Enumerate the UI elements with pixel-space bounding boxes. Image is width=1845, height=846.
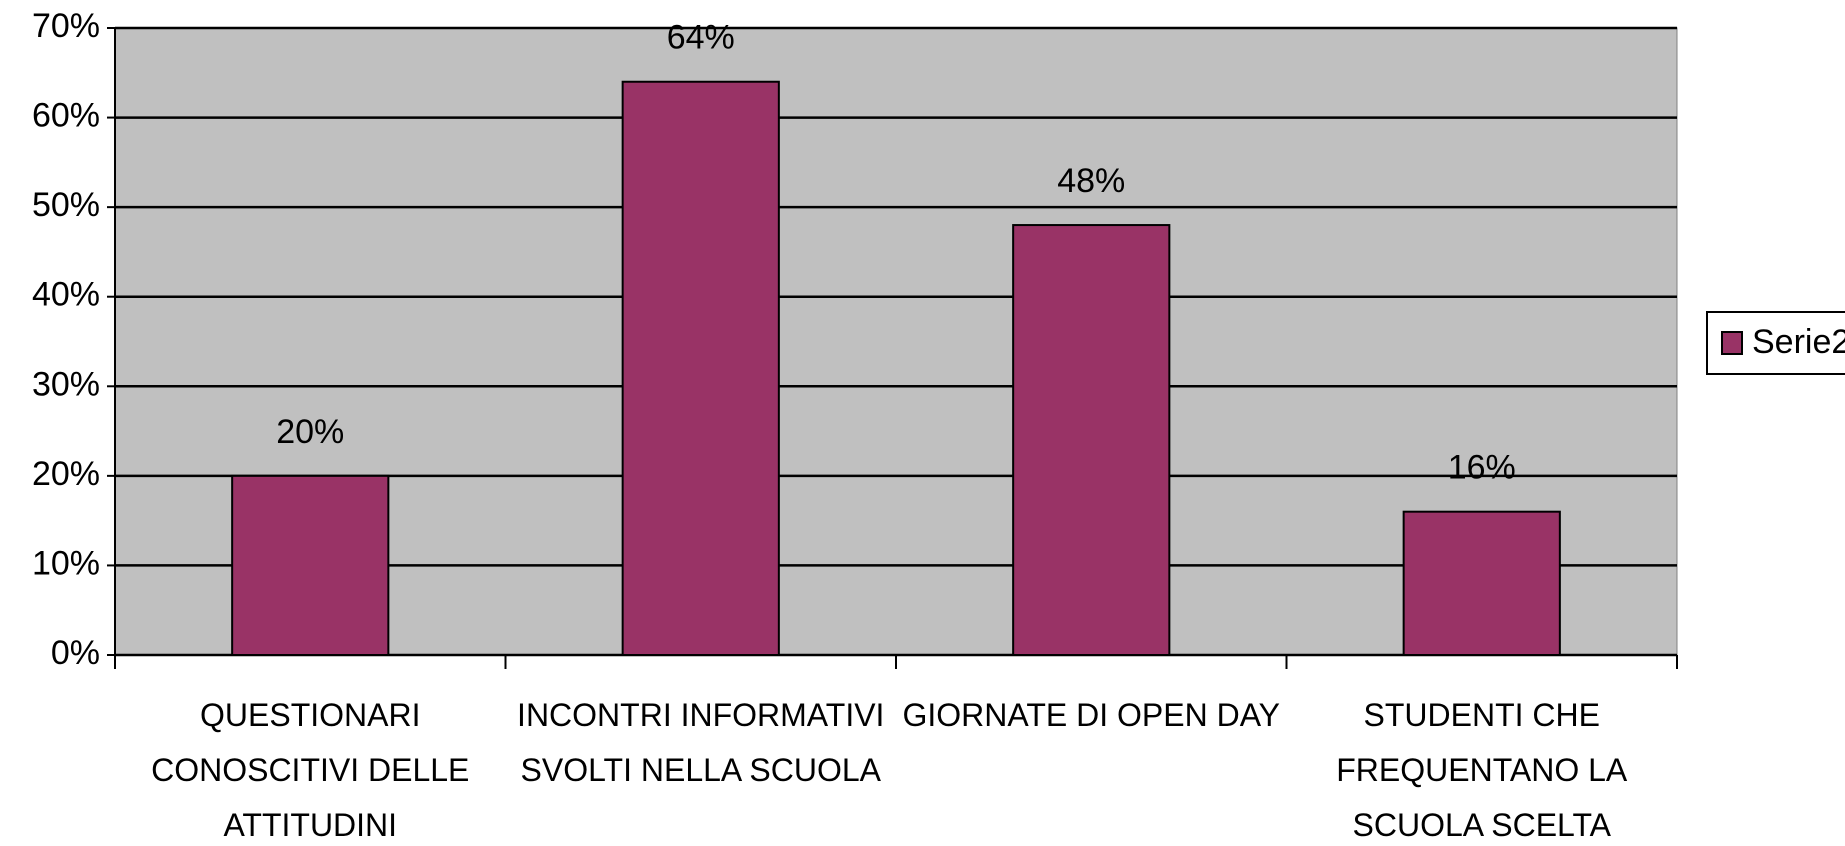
legend-swatch [1721,331,1743,355]
legend-box [1706,311,1845,375]
bar [1012,224,1171,657]
y-tick-label: 10% [32,544,100,582]
y-tick-label: 0% [51,634,100,672]
bar [1402,510,1561,656]
y-tick-label: 20% [32,455,100,493]
x-tick-label: INCONTRI INFORMATIVI SVOLTI NELLA SCUOLA [517,697,885,788]
x-tick-label: STUDENTI CHE FREQUENTANO LA SCUOLA SCELT… [1336,697,1628,843]
data-label: 64% [667,19,735,57]
x-tick-label: GIORNATE DI OPEN DAY [902,697,1281,733]
x-tick-label: QUESTIONARI CONOSCITIVI DELLE ATTITUDINI [151,697,470,843]
y-tick-label: 70% [32,7,100,45]
data-label: 16% [1448,449,1516,487]
data-label: 20% [276,413,344,451]
y-tick-label: 40% [32,276,100,314]
bar [621,80,780,656]
y-tick-label: 50% [32,186,100,224]
y-tick-label: 60% [32,97,100,135]
bar [231,474,390,656]
data-label: 48% [1057,162,1125,200]
y-tick-label: 30% [32,365,100,403]
legend-label: Serie2 [1752,323,1845,361]
